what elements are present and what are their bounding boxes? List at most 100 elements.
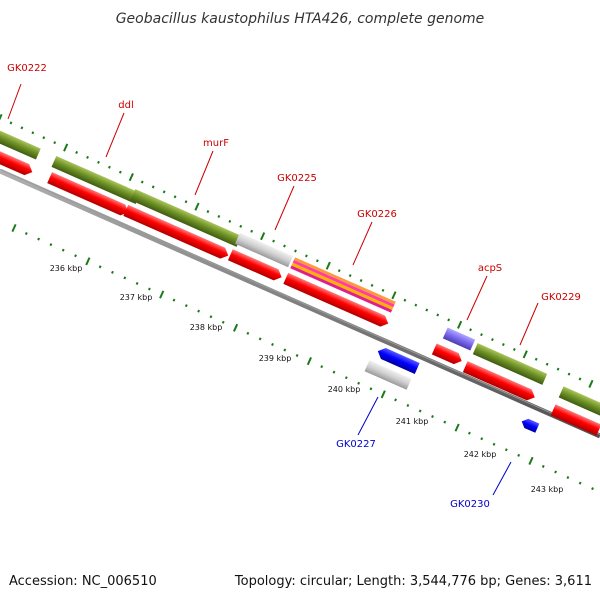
minor-tick — [147, 287, 151, 291]
kbp-label: 239 kbp — [259, 354, 292, 363]
map-title: Geobacillus kaustophilus HTA426, complet… — [116, 11, 485, 27]
gene-label[interactable]: GK0230 — [450, 499, 490, 510]
minor-tick — [403, 298, 407, 302]
gene-GK0229-forward — [472, 343, 548, 385]
cds-feature-row — [0, 144, 600, 436]
gene-GK0225-forward — [235, 232, 293, 268]
major-tick — [11, 223, 17, 233]
major-tick — [325, 261, 331, 270]
major-tick — [306, 357, 312, 366]
gene-label[interactable]: GK0222 — [7, 63, 47, 74]
minor-tick — [447, 318, 451, 322]
minor-tick — [151, 185, 155, 189]
minor-tick — [468, 431, 471, 435]
minor-tick — [97, 160, 100, 164]
minor-tick — [315, 259, 319, 263]
gene-GK0226-forward — [290, 257, 396, 313]
gene-label[interactable]: GK0225 — [277, 173, 317, 184]
minor-tick — [37, 237, 41, 241]
minor-tick — [272, 239, 275, 243]
major-tick — [457, 320, 463, 329]
minor-tick — [332, 370, 336, 374]
gene-next-forward — [558, 386, 600, 418]
minor-tick — [337, 269, 341, 273]
kbp-label: 243 kbp — [531, 485, 564, 494]
major-tick — [454, 423, 460, 432]
gene-acpS-forward — [442, 327, 476, 351]
gene-GK0230-reverse — [521, 418, 540, 433]
kbp-label: 242 kbp — [464, 450, 497, 459]
minor-tick — [228, 219, 232, 223]
minor-tick — [359, 278, 363, 283]
minor-tick — [111, 270, 114, 274]
major-tick — [128, 173, 134, 182]
minor-tick — [206, 210, 210, 214]
minor-tick — [283, 244, 286, 248]
minor-tick — [578, 377, 582, 381]
minor-tick — [184, 200, 188, 204]
minor-tick — [283, 348, 287, 352]
gene-GK0227-reverse — [377, 348, 420, 374]
forward-feature-row — [0, 124, 600, 418]
minor-tick — [504, 448, 508, 452]
minor-tick — [217, 214, 221, 218]
major-tick — [63, 143, 69, 152]
minor-tick — [369, 387, 373, 391]
kbp-scale-labels: 236 kbp 237 kbp 238 kbp 239 kbp 240 kbp … — [50, 264, 564, 494]
topology-text: Topology: circular; Length: 3,544,776 bp… — [234, 574, 592, 589]
gene-label[interactable]: GK0227 — [336, 439, 376, 450]
minor-tick — [305, 254, 308, 258]
minor-tick — [480, 437, 484, 441]
kbp-label: 236 kbp — [50, 264, 83, 273]
minor-tick — [86, 155, 89, 159]
major-tick — [159, 290, 165, 299]
minor-tick — [578, 481, 582, 485]
major-tick — [391, 291, 397, 300]
minor-tick — [491, 338, 494, 342]
kbp-label: 240 kbp — [328, 385, 361, 394]
gene-label-group: GK0222 ddl murF GK0225 GK0226 acpS GK022… — [7, 63, 581, 510]
minor-tick — [98, 265, 102, 269]
gene-label[interactable]: GK0226 — [357, 209, 397, 220]
major-tick — [85, 257, 91, 266]
major-tick — [528, 456, 534, 465]
major-tick — [588, 379, 594, 388]
minor-tick — [480, 333, 483, 337]
minor-tick — [173, 195, 177, 199]
kbp-label: 237 kbp — [120, 293, 153, 302]
minor-tick — [74, 254, 77, 258]
minor-tick — [294, 249, 297, 253]
minor-tick — [425, 308, 429, 312]
minor-tick — [431, 415, 434, 419]
cds-GK0225 — [227, 249, 282, 281]
major-tick — [232, 323, 239, 332]
minor-tick — [258, 337, 262, 341]
minor-tick — [108, 165, 111, 169]
major-tick — [522, 350, 528, 359]
minor-tick — [556, 367, 560, 371]
minor-tick — [469, 328, 472, 332]
minor-tick — [566, 476, 570, 480]
gene-label[interactable]: acpS — [478, 263, 502, 274]
minor-tick — [512, 347, 516, 351]
inner-tick-track — [11, 223, 594, 491]
minor-tick — [357, 381, 361, 385]
minor-tick — [221, 320, 225, 324]
minor-tick — [591, 487, 594, 491]
minor-tick — [443, 420, 447, 424]
gene-label[interactable]: ddl — [118, 100, 133, 111]
kbp-label: 241 kbp — [396, 417, 429, 426]
minor-tick — [414, 303, 418, 307]
cds-GK0226 — [283, 272, 389, 327]
gene-label[interactable]: murF — [203, 138, 229, 149]
major-tick — [0, 113, 3, 121]
minor-tick — [162, 190, 166, 194]
minor-tick — [418, 409, 422, 413]
minor-tick — [53, 141, 57, 145]
cds-murF — [123, 204, 229, 259]
minor-tick — [271, 342, 274, 346]
gene-label[interactable]: GK0229 — [541, 292, 581, 303]
minor-tick — [118, 170, 122, 174]
minor-tick — [567, 372, 571, 376]
